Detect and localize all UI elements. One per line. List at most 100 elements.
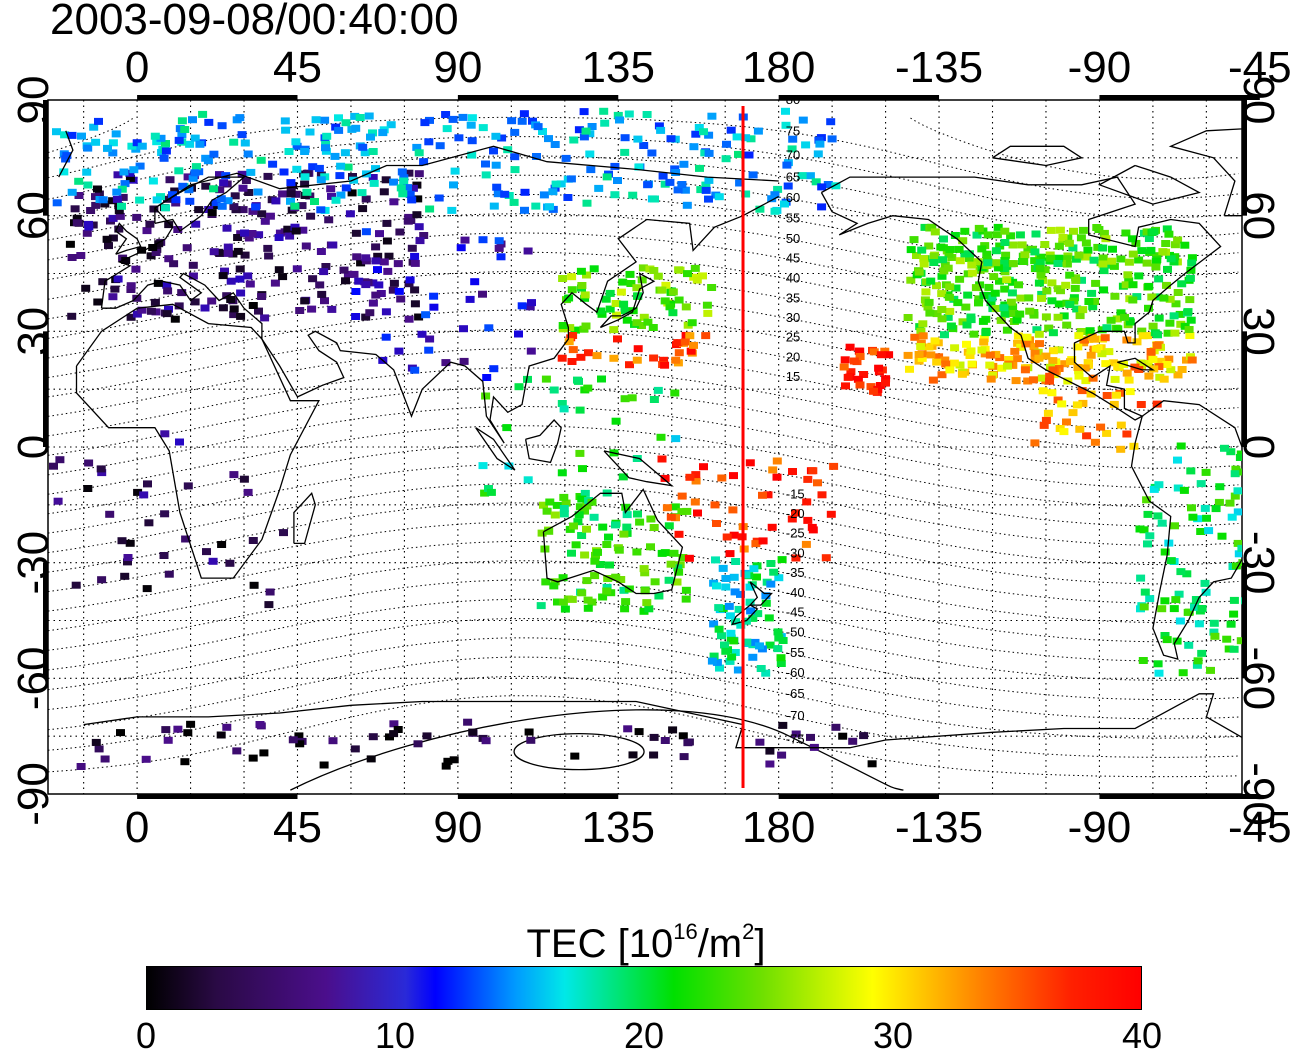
tec-pixel — [1157, 519, 1167, 527]
tec-pixel — [991, 259, 1001, 267]
tec-pixel — [874, 364, 884, 372]
tec-pixel — [1016, 343, 1026, 351]
tec-pixel — [940, 331, 949, 339]
tec-pixel — [1127, 235, 1137, 243]
tec-pixel — [990, 289, 1000, 297]
mlat-label: 60 — [786, 190, 800, 205]
tec-pixel — [665, 303, 675, 311]
tec-pixel — [443, 757, 453, 765]
tec-pixel — [184, 186, 194, 194]
tec-pixel — [1153, 331, 1162, 339]
tec-pixel — [945, 246, 955, 253]
tec-pixel — [449, 756, 459, 764]
tec-pixel — [1201, 468, 1211, 476]
tec-pixel — [144, 519, 154, 527]
tec-pixel — [752, 573, 761, 581]
tec-pixel — [74, 177, 84, 185]
tec-pixel — [633, 345, 643, 353]
tec-pixel — [622, 523, 632, 531]
tec-pixel — [939, 235, 948, 243]
tec-pixel — [558, 322, 568, 329]
tec-pixel — [133, 488, 143, 496]
tec-pixel — [552, 501, 562, 509]
tec-pixel — [741, 190, 751, 198]
tec-pixel — [707, 284, 717, 291]
tec-pixel — [159, 552, 169, 559]
left-frame-segment — [43, 331, 48, 447]
tec-pixel — [161, 726, 171, 734]
tec-pixel — [181, 535, 191, 543]
tec-pixel — [721, 583, 731, 591]
tec-pixel — [300, 173, 310, 181]
lon-tick-label-bottom: -135 — [895, 803, 983, 852]
tec-pixel — [112, 195, 122, 203]
tec-pixel — [881, 379, 890, 387]
tec-pixel — [1173, 236, 1183, 244]
tec-pixel — [953, 299, 963, 307]
tec-pixel — [664, 522, 674, 530]
tec-pixel — [188, 272, 198, 280]
tec-pixel — [486, 488, 496, 496]
tec-pixel — [53, 497, 63, 505]
tec-pixel — [646, 515, 656, 523]
tec-pixel — [1240, 597, 1242, 605]
tec-pixel — [670, 389, 680, 397]
lat-tick-label-right: 0 — [1234, 435, 1283, 459]
tec-pixel — [807, 523, 817, 531]
tec-pixel — [548, 188, 558, 196]
tec-pixel — [327, 305, 337, 313]
colorbar-tick-label: 20 — [623, 1015, 665, 1056]
tec-pixel — [1191, 596, 1201, 603]
tec-pixel — [722, 140, 731, 148]
mlat-contour — [48, 637, 1239, 720]
tec-pixel — [1098, 244, 1108, 252]
tec-pixel — [1014, 281, 1023, 289]
tec-pixel — [201, 182, 211, 190]
tec-pixel — [770, 207, 780, 215]
tec-pixel — [1185, 332, 1195, 339]
tec-pixel — [1086, 351, 1096, 359]
tec-pixel — [459, 325, 468, 333]
tec-pixel — [434, 194, 444, 202]
tec-pixel — [1074, 372, 1084, 380]
mlat-label: 15 — [786, 369, 800, 384]
tec-pixel — [1166, 255, 1176, 263]
tec-pixel — [918, 332, 928, 340]
tec-pixel — [928, 376, 938, 384]
tec-pixel — [649, 751, 659, 759]
top-frame-segment — [457, 95, 619, 100]
tec-pixel — [1007, 289, 1017, 297]
coastline — [101, 195, 780, 444]
tec-pixel — [657, 455, 667, 463]
tec-pixel — [278, 273, 288, 281]
tec-pixel — [216, 731, 226, 739]
tec-pixel — [249, 581, 259, 589]
tec-pixel — [628, 751, 638, 759]
tec-pixel — [1226, 620, 1236, 628]
lon-tick-label-top: -90 — [1068, 43, 1132, 92]
tec-pixel — [640, 587, 650, 595]
tec-pixel — [1056, 287, 1065, 295]
tec-pixel — [1054, 242, 1064, 250]
tec-pixel — [881, 375, 891, 383]
tec-pixel — [597, 375, 606, 383]
tec-pixel — [758, 537, 768, 545]
tec-pixel — [764, 614, 774, 622]
tec-pixel — [150, 298, 160, 306]
tec-pixel — [1086, 390, 1096, 398]
tec-pixel — [478, 236, 488, 244]
tec-pixel — [660, 361, 670, 369]
tec-pixel — [1048, 329, 1058, 337]
tec-pixel — [1082, 432, 1092, 440]
tec-pixel — [637, 322, 646, 329]
tec-pixel — [1143, 510, 1153, 518]
tec-pixel — [1200, 579, 1210, 587]
tec-pixel — [121, 257, 131, 264]
tec-pixel — [1187, 259, 1197, 267]
tec-pixel — [241, 177, 251, 184]
tec-pixel — [233, 234, 243, 241]
tec-pixel — [91, 738, 101, 746]
tec-pixel — [1037, 374, 1047, 382]
tec-pixel — [669, 549, 679, 557]
tec-pixel — [108, 214, 118, 222]
